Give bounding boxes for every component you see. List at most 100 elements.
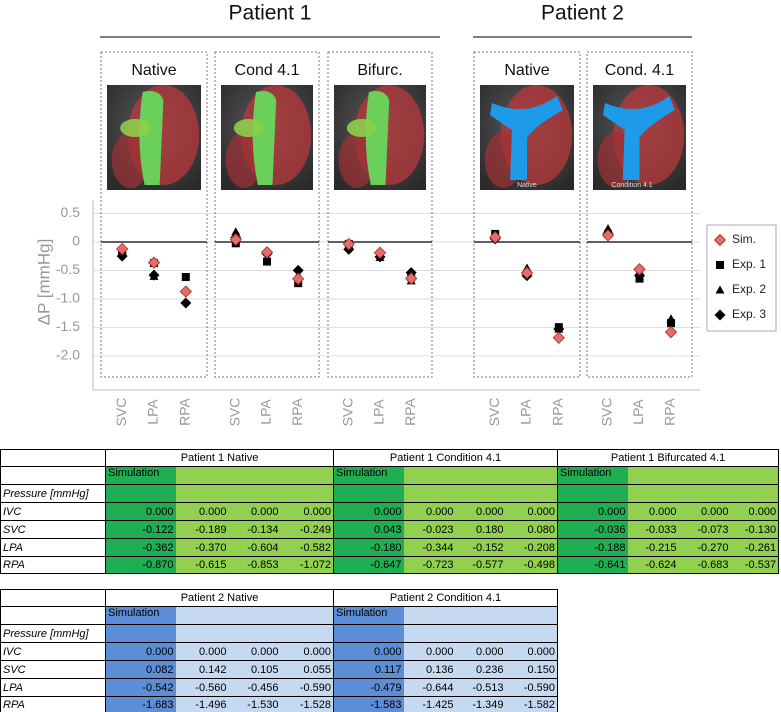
cell: -0.344 bbox=[403, 538, 456, 557]
y-tick-label: -2.0 bbox=[56, 347, 80, 363]
marker bbox=[116, 250, 128, 262]
cell: -0.270 bbox=[678, 538, 731, 557]
cell: -0.590 bbox=[280, 678, 335, 697]
x-tick-label: SVC bbox=[599, 398, 615, 427]
marker bbox=[716, 261, 724, 269]
x-tick-label: RPA bbox=[402, 397, 418, 425]
marker bbox=[291, 272, 305, 286]
data-table: Patient 1 Native Patient 1 Condition 4.1 P… bbox=[0, 449, 780, 574]
cell bbox=[403, 466, 456, 485]
image-vessel bbox=[252, 91, 277, 185]
corner-cell bbox=[0, 589, 106, 607]
row-label: LPA bbox=[0, 538, 106, 557]
cell bbox=[403, 606, 456, 625]
cell: -0.152 bbox=[455, 538, 506, 557]
panel-frame bbox=[586, 51, 693, 378]
cell: 0.000 bbox=[455, 642, 506, 661]
cell: 0.000 bbox=[505, 642, 559, 661]
x-tick-label: LPA bbox=[371, 399, 387, 425]
marker bbox=[520, 266, 534, 280]
marker bbox=[404, 272, 418, 285]
group-title: Patient 2 bbox=[541, 2, 624, 25]
cell bbox=[403, 624, 456, 643]
marker bbox=[713, 233, 727, 247]
row-label bbox=[0, 466, 106, 485]
cell: 0.105 bbox=[228, 660, 281, 679]
legend-label: Exp. 2 bbox=[732, 282, 766, 296]
cell: 0.000 bbox=[730, 502, 780, 521]
cell: -1.582 bbox=[505, 696, 559, 712]
cell: 0.000 bbox=[333, 642, 404, 661]
data-table: Patient 2 Native Patient 2 Condition 4.1 S… bbox=[0, 589, 559, 712]
marker bbox=[180, 297, 192, 309]
panel-title: Bifurc. bbox=[357, 62, 402, 79]
cell: -0.870 bbox=[105, 556, 176, 574]
cell: -0.122 bbox=[105, 520, 176, 539]
cell bbox=[505, 606, 559, 625]
cell: -0.560 bbox=[175, 678, 229, 697]
cell: 0.000 bbox=[403, 642, 456, 661]
marker bbox=[147, 256, 161, 269]
cell bbox=[333, 484, 404, 503]
y-tick-label: -1.5 bbox=[56, 318, 80, 334]
cell bbox=[175, 484, 229, 503]
legend-label: Exp. 3 bbox=[732, 307, 766, 321]
cell: -0.362 bbox=[105, 538, 176, 557]
panel-title: Native bbox=[504, 62, 549, 79]
cell bbox=[228, 624, 281, 643]
cell: 0.000 bbox=[228, 502, 281, 521]
cell: -0.853 bbox=[228, 556, 281, 574]
row-label: Pressure [mmHg] bbox=[0, 624, 106, 643]
marker bbox=[179, 285, 193, 298]
image-vessel bbox=[120, 119, 151, 137]
cell: 0.000 bbox=[505, 502, 559, 521]
cell bbox=[105, 624, 176, 643]
row-label: IVC bbox=[0, 642, 106, 661]
marker bbox=[229, 233, 243, 246]
table-row: IVC 0.000 0.000 0.000 0.000 0.000 0.000 0.000 0.… bbox=[0, 502, 780, 521]
cell: -0.189 bbox=[175, 520, 229, 539]
cell: -0.370 bbox=[175, 538, 229, 557]
cell bbox=[105, 484, 176, 503]
image-vessel bbox=[233, 119, 264, 137]
cell: -0.537 bbox=[730, 556, 780, 574]
cell: 0.136 bbox=[403, 660, 456, 679]
cell: -0.130 bbox=[730, 520, 780, 539]
x-tick-label: LPA bbox=[630, 399, 646, 425]
cell: -0.615 bbox=[175, 556, 229, 574]
cell: -0.033 bbox=[627, 520, 679, 539]
cell: 0.000 bbox=[678, 502, 731, 521]
cell: -1.496 bbox=[175, 696, 229, 712]
row-label: RPA bbox=[0, 556, 106, 574]
marker bbox=[115, 242, 129, 256]
cell bbox=[175, 606, 229, 625]
table-row: RPA -0.870 -0.615 -0.853 -1.072 -0.647 -0.723-… bbox=[0, 556, 780, 574]
marker bbox=[634, 270, 645, 282]
table-row: Pressure [mmHg] bbox=[0, 484, 780, 503]
cell: 0.142 bbox=[175, 660, 229, 679]
x-tick-label: SVC bbox=[113, 398, 129, 427]
cell: -0.590 bbox=[505, 678, 559, 697]
cell: 0.000 bbox=[228, 642, 281, 661]
cell bbox=[455, 466, 506, 485]
cell: -0.723 bbox=[403, 556, 456, 574]
cell: -1.583 bbox=[333, 696, 404, 712]
cell: -0.023 bbox=[403, 520, 456, 539]
marker bbox=[633, 263, 646, 276]
marker bbox=[292, 264, 304, 276]
cell: -0.456 bbox=[228, 678, 281, 697]
cell: -0.582 bbox=[280, 538, 335, 557]
row-label bbox=[0, 606, 106, 625]
cell: -0.073 bbox=[678, 520, 731, 539]
cell bbox=[627, 466, 679, 485]
cell: 0.150 bbox=[505, 660, 559, 679]
cell bbox=[175, 624, 229, 643]
cell bbox=[228, 466, 281, 485]
image-vessel bbox=[603, 96, 675, 180]
image-label: Condition 4.1 bbox=[611, 182, 652, 189]
cell: 0.043 bbox=[333, 520, 404, 539]
cell bbox=[333, 624, 404, 643]
x-tick-label: SVC bbox=[486, 398, 502, 427]
x-tick-label: LPA bbox=[518, 399, 534, 425]
table-row: SVC -0.122 -0.189 -0.134 -0.249 0.043 -0.023 0.… bbox=[0, 520, 780, 539]
